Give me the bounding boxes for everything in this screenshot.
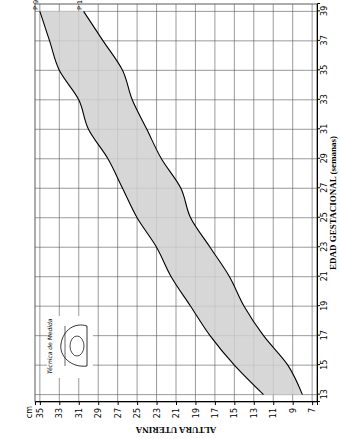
x-tick-label: 17: [320, 330, 329, 340]
series-label: P 90: [32, 0, 40, 10]
y-tick: 33: [55, 402, 64, 418]
y-tick-label: 21: [172, 408, 181, 418]
x-axis-title: EDAD GESTACIONAL (semanas): [328, 136, 338, 270]
percentile-line: [84, 11, 303, 394]
x-tick-label: 13: [320, 389, 329, 399]
y-tick-mark: [40, 402, 41, 405]
y-tick-mark: [98, 402, 99, 405]
y-tick: 19: [192, 402, 201, 418]
y-tick: 11: [269, 402, 278, 418]
illustration-tape: [65, 326, 66, 366]
x-tick: 39: [317, 6, 329, 16]
illustration-caption: Técnica de Medida: [46, 318, 53, 374]
y-tick-label: 29: [94, 408, 103, 418]
y-tick: 15: [230, 402, 239, 418]
y-tick-label: 33: [55, 408, 64, 418]
y-tick-mark: [79, 402, 80, 405]
y-tick: 29: [94, 402, 103, 418]
y-grid-line: [195, 4, 196, 402]
y-tick-label: 23: [153, 408, 162, 418]
y-tick: 23: [153, 402, 162, 418]
y-tick: 27: [114, 402, 123, 418]
x-tick-label: 39: [320, 6, 329, 16]
y-tick: 21: [172, 402, 181, 418]
x-tick: 31: [317, 124, 329, 134]
y-tick-mark: [195, 402, 196, 405]
series-label: P 10: [76, 0, 84, 10]
y-tick-mark: [273, 402, 274, 405]
y-tick-label: 25: [133, 408, 142, 418]
grid: [35, 4, 317, 402]
y-tick-mark: [293, 402, 294, 405]
x-tick: 21: [317, 271, 329, 281]
y-tick-mark: [215, 402, 216, 405]
y-tick-label: 35: [36, 408, 45, 418]
y-tick-mark: [176, 402, 177, 405]
illustration-bg: [47, 316, 93, 378]
y-tick-mark: [137, 402, 138, 405]
illustration: Técnica de Medida: [46, 316, 93, 378]
x-tick-label: 33: [320, 94, 329, 104]
y-grid-line: [292, 4, 293, 402]
x-tick: 15: [317, 360, 329, 370]
y-tick: 31: [75, 402, 84, 418]
x-tick: 13: [317, 389, 329, 399]
percentile-band: [40, 11, 303, 394]
y-tick: 35: [36, 402, 45, 418]
y-tick: 13: [250, 402, 259, 418]
y-tick-label: 7: [308, 408, 317, 413]
y-tick-mark: [157, 402, 158, 405]
y-axis-line: [36, 402, 318, 406]
illustration-fetus: [70, 336, 84, 356]
x-tick: 33: [317, 94, 329, 104]
plot-frame: [35, 4, 317, 402]
chart: P 90 P 10 13 15 17 19 21 23 25 27 29 31 33 35 37 39 7 9 11…: [0, 0, 340, 439]
x-axis-line: [318, 4, 321, 402]
y-grid-line: [312, 4, 313, 402]
y-tick-label: 9: [289, 408, 298, 413]
x-tick-label: 15: [320, 360, 329, 370]
y-grid-line: [39, 4, 40, 402]
y-tick-label: 31: [75, 408, 84, 418]
illustration-belly: [61, 325, 87, 366]
y-tick-label: 19: [192, 408, 201, 418]
y-tick-label: 13: [250, 408, 259, 418]
y-tick: 7: [308, 402, 317, 413]
x-tick: 17: [317, 330, 329, 340]
y-tick-mark: [312, 402, 313, 405]
y-tick: 25: [133, 402, 142, 418]
y-tick: 9: [289, 402, 298, 413]
y-tick-mark: [254, 402, 255, 405]
x-tick-label: 37: [320, 35, 329, 45]
x-tick: 37: [317, 35, 329, 45]
y-axis: 7 9 11 13 15 17 19 21 23 25 27 29 31 33 35: [36, 402, 318, 419]
x-tick-label: 31: [320, 124, 329, 134]
marks: [40, 11, 303, 394]
y-tick-label: 27: [114, 408, 123, 418]
y-tick-label: 15: [230, 408, 239, 418]
x-tick: 35: [317, 65, 329, 75]
y-tick-mark: [118, 402, 119, 405]
y-tick-label: 17: [211, 408, 220, 418]
x-tick-label: 35: [320, 65, 329, 75]
y-tick-mark: [234, 402, 235, 405]
y-unit: cm: [25, 406, 34, 418]
percentile-line: [40, 11, 264, 394]
rotated-chart: P 90 P 10 13 15 17 19 21 23 25 27 29 31 33 35 37 39 7 9 11…: [25, 0, 338, 435]
x-tick-label: 19: [320, 301, 329, 311]
x-tick: 19: [317, 301, 329, 311]
x-tick-label: 21: [320, 271, 329, 281]
y-axis-title: ALTURA UTERINA: [135, 425, 216, 435]
y-tick: 17: [211, 402, 220, 418]
y-tick-label: 11: [269, 408, 278, 418]
y-grid-line: [273, 4, 274, 402]
y-tick-mark: [59, 402, 60, 405]
